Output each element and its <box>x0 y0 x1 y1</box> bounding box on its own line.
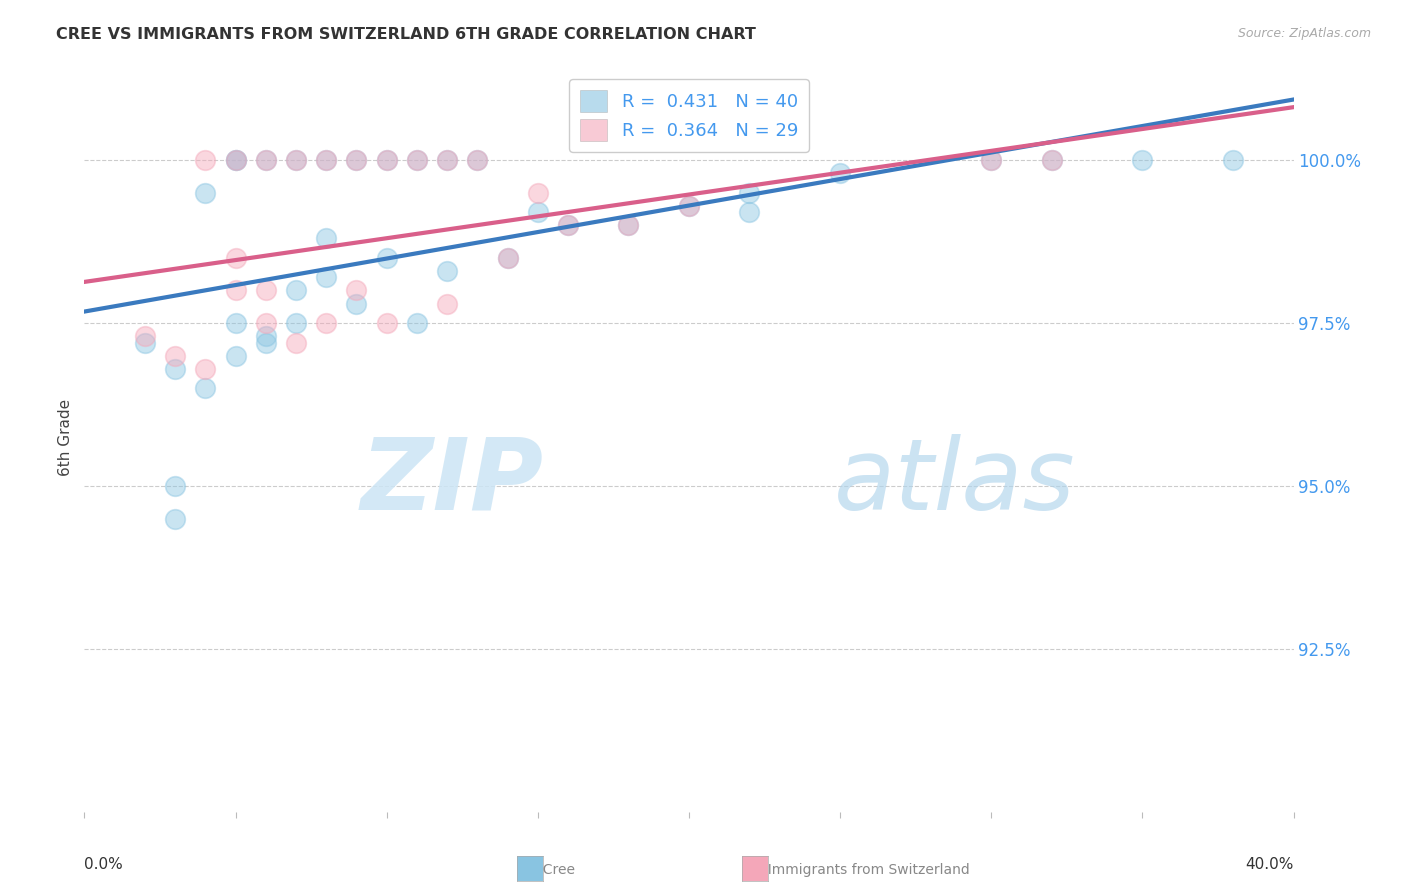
Point <box>285 335 308 350</box>
Point <box>1222 153 1244 168</box>
Point <box>1040 153 1063 168</box>
Text: Immigrants from Switzerland: Immigrants from Switzerland <box>759 863 970 877</box>
Y-axis label: 6th Grade: 6th Grade <box>58 399 73 475</box>
Point <box>436 264 458 278</box>
Point <box>617 219 640 233</box>
Point <box>194 186 217 200</box>
Point <box>557 219 579 233</box>
Point <box>375 316 398 330</box>
Text: CREE VS IMMIGRANTS FROM SWITZERLAND 6TH GRADE CORRELATION CHART: CREE VS IMMIGRANTS FROM SWITZERLAND 6TH … <box>56 27 756 42</box>
Point <box>225 153 247 168</box>
Point <box>225 349 247 363</box>
Point <box>527 186 550 200</box>
Point <box>315 231 337 245</box>
Point <box>496 251 519 265</box>
Point <box>1132 153 1154 168</box>
Point <box>557 219 579 233</box>
Point <box>194 381 217 395</box>
Point <box>830 166 852 180</box>
Point <box>980 153 1002 168</box>
Point <box>165 511 187 525</box>
Point <box>165 479 187 493</box>
Point <box>254 335 277 350</box>
Text: ZIP: ZIP <box>361 434 544 531</box>
Point <box>738 186 761 200</box>
Point <box>285 153 308 168</box>
Point <box>134 329 156 343</box>
Point <box>678 199 700 213</box>
Point <box>527 205 550 219</box>
Point <box>194 153 217 168</box>
Point <box>225 316 247 330</box>
Point <box>315 316 337 330</box>
Point <box>254 284 277 298</box>
Point <box>346 284 368 298</box>
Text: 0.0%: 0.0% <box>84 856 124 871</box>
Point <box>980 153 1002 168</box>
Point <box>134 335 156 350</box>
Point <box>346 153 368 168</box>
Point <box>315 153 337 168</box>
Point <box>225 153 247 168</box>
Point <box>436 153 458 168</box>
Point <box>375 251 398 265</box>
Legend: R =  0.431   N = 40, R =  0.364   N = 29: R = 0.431 N = 40, R = 0.364 N = 29 <box>569 79 808 152</box>
Point <box>285 316 308 330</box>
Point <box>225 284 247 298</box>
Point <box>254 153 277 168</box>
Point <box>436 296 458 310</box>
Point <box>346 153 368 168</box>
Point <box>1040 153 1063 168</box>
Point <box>225 251 247 265</box>
Text: Source: ZipAtlas.com: Source: ZipAtlas.com <box>1237 27 1371 40</box>
Point <box>165 349 187 363</box>
Point <box>738 205 761 219</box>
Point <box>406 316 429 330</box>
Point <box>406 153 429 168</box>
Point <box>315 153 337 168</box>
Point <box>617 219 640 233</box>
Text: Cree: Cree <box>534 863 575 877</box>
Point <box>285 284 308 298</box>
Point <box>375 153 398 168</box>
Point <box>436 153 458 168</box>
Point <box>225 153 247 168</box>
Point <box>285 153 308 168</box>
Point <box>254 329 277 343</box>
Text: 40.0%: 40.0% <box>1246 856 1294 871</box>
Point <box>467 153 489 168</box>
Point <box>194 361 217 376</box>
Point <box>467 153 489 168</box>
Point <box>678 199 700 213</box>
Point <box>496 251 519 265</box>
Point <box>254 316 277 330</box>
Point <box>315 270 337 285</box>
Point <box>254 153 277 168</box>
Point <box>346 296 368 310</box>
Point <box>375 153 398 168</box>
Point <box>406 153 429 168</box>
Point <box>165 361 187 376</box>
Text: atlas: atlas <box>834 434 1076 531</box>
